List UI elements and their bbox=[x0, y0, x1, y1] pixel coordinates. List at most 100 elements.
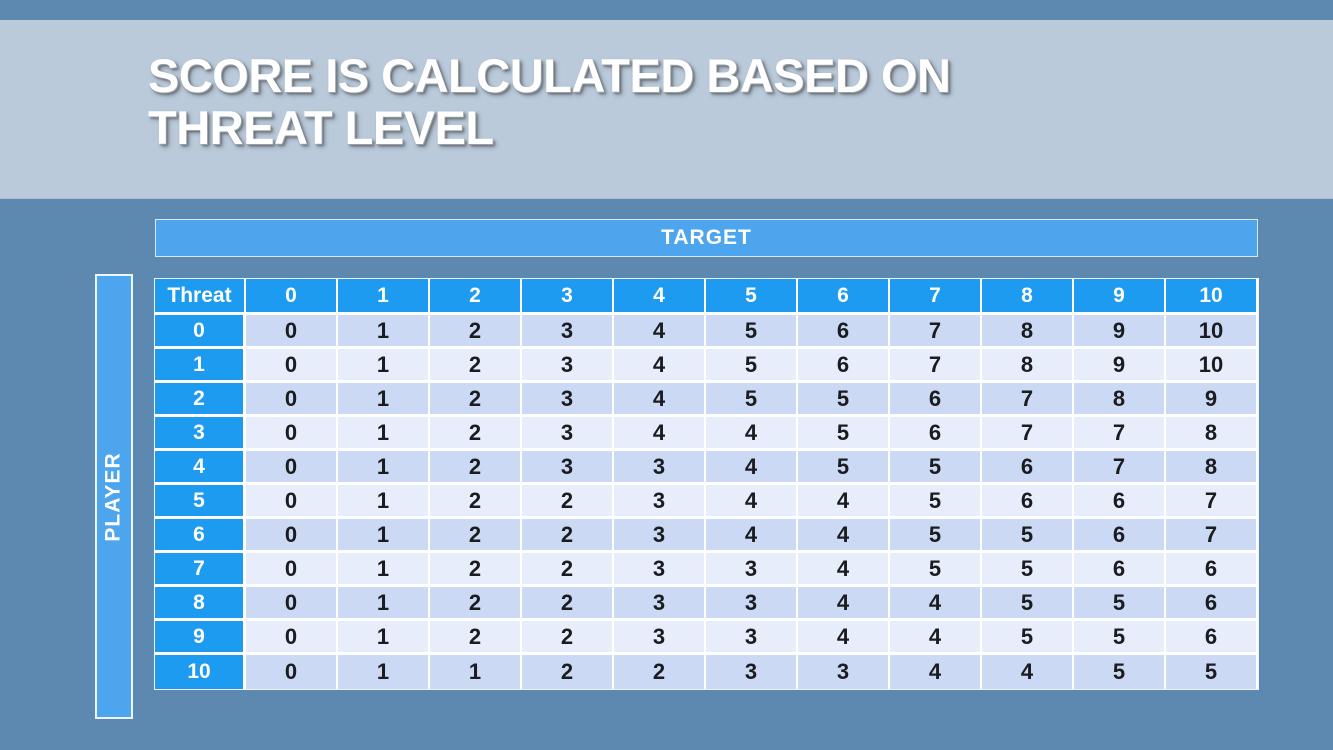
score-cell: 6 bbox=[1166, 621, 1258, 655]
corner-header-cell: Threat bbox=[155, 279, 246, 315]
score-cell: 6 bbox=[982, 451, 1074, 485]
score-cell: 6 bbox=[798, 315, 890, 349]
score-cell: 5 bbox=[890, 485, 982, 519]
score-cell: 1 bbox=[338, 315, 430, 349]
score-cell: 1 bbox=[338, 349, 430, 383]
score-cell: 2 bbox=[430, 383, 522, 417]
score-cell: 3 bbox=[614, 451, 706, 485]
score-cell: 0 bbox=[246, 485, 338, 519]
score-cell: 7 bbox=[1166, 519, 1258, 553]
player-axis-bar: PLAYER bbox=[95, 274, 133, 719]
score-cell: 4 bbox=[798, 621, 890, 655]
score-cell: 2 bbox=[430, 587, 522, 621]
score-cell: 8 bbox=[982, 349, 1074, 383]
score-cell: 4 bbox=[614, 315, 706, 349]
score-table: Threat 0 1 2 3 4 5 6 7 8 9 10 0 0 1 2 3 4 5 6 7 8 9 10 1 0 1 2 3 4 5 6… bbox=[154, 278, 1259, 690]
score-cell: 3 bbox=[614, 587, 706, 621]
score-cell: 6 bbox=[890, 383, 982, 417]
player-axis-label: PLAYER bbox=[102, 451, 126, 542]
score-cell: 2 bbox=[430, 315, 522, 349]
score-cell: 2 bbox=[522, 485, 614, 519]
score-cell: 3 bbox=[614, 553, 706, 587]
header-row: Threat 0 1 2 3 4 5 6 7 8 9 10 bbox=[155, 279, 1258, 315]
score-cell: 4 bbox=[890, 587, 982, 621]
score-cell: 6 bbox=[1166, 553, 1258, 587]
player-row-header: 5 bbox=[155, 485, 246, 519]
column-header-cell: 10 bbox=[1166, 279, 1258, 315]
player-row-header: 8 bbox=[155, 587, 246, 621]
score-cell: 0 bbox=[246, 519, 338, 553]
score-cell: 4 bbox=[798, 519, 890, 553]
score-cell: 4 bbox=[706, 451, 798, 485]
score-cell: 2 bbox=[522, 519, 614, 553]
score-cell: 5 bbox=[890, 553, 982, 587]
score-cell: 1 bbox=[338, 553, 430, 587]
score-cell: 0 bbox=[246, 587, 338, 621]
score-cell: 0 bbox=[246, 417, 338, 451]
score-cell: 2 bbox=[430, 553, 522, 587]
score-cell: 5 bbox=[798, 383, 890, 417]
score-cell: 3 bbox=[706, 587, 798, 621]
score-cell: 3 bbox=[706, 621, 798, 655]
score-cell: 10 bbox=[1166, 315, 1258, 349]
score-cell: 0 bbox=[246, 383, 338, 417]
score-cell: 3 bbox=[706, 655, 798, 689]
score-cell: 2 bbox=[430, 485, 522, 519]
player-row-header: 0 bbox=[155, 315, 246, 349]
score-cell: 6 bbox=[1074, 519, 1166, 553]
score-cell: 2 bbox=[430, 621, 522, 655]
score-cell: 7 bbox=[890, 315, 982, 349]
score-cell: 9 bbox=[1074, 349, 1166, 383]
score-cell: 6 bbox=[798, 349, 890, 383]
score-cell: 4 bbox=[706, 485, 798, 519]
score-cell: 4 bbox=[798, 553, 890, 587]
player-row-header: 3 bbox=[155, 417, 246, 451]
column-header-cell: 3 bbox=[522, 279, 614, 315]
score-table-body: 0 0 1 2 3 4 5 6 7 8 9 10 1 0 1 2 3 4 5 6 7 8 9 10 2 0 1 2 3 4 5 5 6 7 8 9 3 0… bbox=[155, 315, 1258, 689]
score-cell: 5 bbox=[706, 383, 798, 417]
score-cell: 2 bbox=[522, 655, 614, 689]
score-cell: 1 bbox=[338, 587, 430, 621]
score-cell: 10 bbox=[1166, 349, 1258, 383]
target-axis-bar: TARGET bbox=[155, 219, 1258, 257]
score-cell: 6 bbox=[1074, 485, 1166, 519]
score-cell: 7 bbox=[1074, 451, 1166, 485]
player-row-header: 6 bbox=[155, 519, 246, 553]
title-band: SCORE IS CALCULATED BASED ON THREAT LEVE… bbox=[0, 20, 1333, 199]
table-row: 10 0 1 1 2 2 3 3 4 4 5 5 bbox=[155, 655, 1258, 689]
player-row-header: 4 bbox=[155, 451, 246, 485]
score-cell: 0 bbox=[246, 621, 338, 655]
score-cell: 7 bbox=[982, 383, 1074, 417]
slide-title: SCORE IS CALCULATED BASED ON THREAT LEVE… bbox=[148, 49, 951, 154]
column-header-cell: 2 bbox=[430, 279, 522, 315]
score-cell: 3 bbox=[522, 315, 614, 349]
player-row-header: 2 bbox=[155, 383, 246, 417]
target-axis-label: TARGET bbox=[661, 226, 752, 249]
column-header-cell: 9 bbox=[1074, 279, 1166, 315]
score-cell: 3 bbox=[522, 349, 614, 383]
score-cell: 6 bbox=[982, 485, 1074, 519]
score-cell: 1 bbox=[338, 451, 430, 485]
column-header-cell: 1 bbox=[338, 279, 430, 315]
score-cell: 4 bbox=[890, 621, 982, 655]
score-cell: 2 bbox=[522, 621, 614, 655]
table-row: 0 0 1 2 3 4 5 6 7 8 9 10 bbox=[155, 315, 1258, 349]
score-cell: 4 bbox=[614, 349, 706, 383]
score-cell: 8 bbox=[1166, 417, 1258, 451]
score-cell: 2 bbox=[430, 349, 522, 383]
score-cell: 3 bbox=[614, 485, 706, 519]
score-cell: 1 bbox=[430, 655, 522, 689]
score-cell: 5 bbox=[1074, 655, 1166, 689]
score-cell: 5 bbox=[706, 315, 798, 349]
score-cell: 2 bbox=[430, 417, 522, 451]
score-cell: 3 bbox=[614, 519, 706, 553]
score-cell: 5 bbox=[982, 587, 1074, 621]
score-cell: 0 bbox=[246, 451, 338, 485]
score-cell: 5 bbox=[798, 417, 890, 451]
